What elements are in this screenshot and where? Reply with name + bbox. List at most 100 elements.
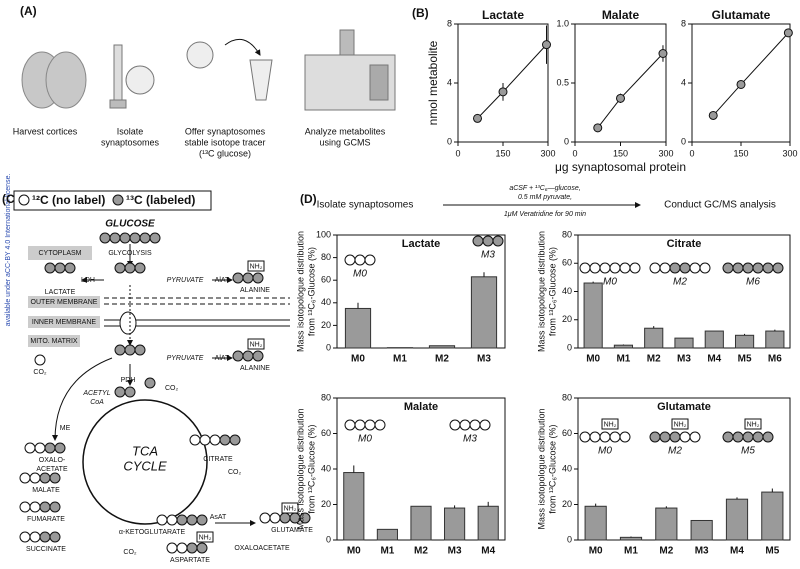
isotopologue-label: M6 [746, 277, 760, 288]
carbon [279, 512, 291, 524]
point [542, 40, 551, 50]
carbon [196, 542, 208, 554]
y-tick-label: 0 [567, 534, 572, 544]
carbon [459, 419, 471, 431]
panel-label: (A) [20, 4, 37, 18]
y-tick-label: 40 [562, 463, 572, 473]
y-tick-label: 4 [681, 77, 686, 87]
carbon [44, 262, 56, 274]
carbon [232, 350, 244, 362]
tag: NH₂ [250, 263, 263, 270]
tag-box [247, 338, 265, 350]
pathway-label: CYTOPLASM [38, 250, 81, 257]
x-tick-label: 300 [658, 148, 673, 158]
y-axis-label: Mass isotopologue distribution [536, 231, 546, 352]
carbon [199, 434, 211, 446]
bar [704, 330, 724, 349]
condition: 0.5 mM pyruvate, [518, 194, 572, 201]
carbon [579, 262, 591, 274]
carbon [252, 272, 264, 284]
y-tick-label: 0 [447, 136, 452, 146]
bar [477, 505, 499, 541]
x-tick-label: M2 [414, 546, 428, 557]
pathway-label: AlAT [215, 277, 230, 284]
step-label: synaptosomes [101, 137, 160, 147]
carbon [49, 531, 61, 543]
carbon [722, 262, 734, 274]
carbon [619, 262, 631, 274]
x-tick-label: M1 [616, 354, 630, 365]
carbon [134, 344, 146, 356]
y-axis-label: from ¹³C₆-Glucose (%) [306, 424, 316, 513]
y-tick-label: 20 [321, 499, 331, 509]
carbon [19, 531, 31, 543]
carbon [479, 419, 491, 431]
bar [343, 472, 365, 541]
y-tick-label: 8 [447, 18, 452, 28]
bar [410, 505, 432, 541]
x-tick-label: 0 [689, 148, 694, 158]
carbon [679, 262, 691, 274]
y-tick-label: 40 [321, 463, 331, 473]
carbon [124, 344, 136, 356]
bar [725, 498, 749, 541]
x-tick-label: M5 [765, 546, 779, 557]
carbon [129, 232, 141, 244]
x-tick-label: M0 [351, 354, 365, 365]
pathway-label: AlAT [215, 355, 230, 362]
carbon [669, 262, 681, 274]
carbon [669, 431, 681, 443]
x-tick-label: M5 [738, 354, 752, 365]
carbon [54, 442, 66, 454]
bar [619, 536, 643, 541]
pathway-label: LDH [81, 277, 95, 284]
step-label: stable isotope tracer [184, 137, 265, 147]
carbon [579, 431, 591, 443]
carbon [699, 262, 711, 274]
carbon [232, 272, 244, 284]
x-tick-label: M0 [586, 354, 600, 365]
step-label: Harvest cortices [13, 126, 78, 136]
carbon [742, 262, 754, 274]
bar [644, 327, 664, 349]
y-tick-label: 0 [681, 136, 686, 146]
carbon [242, 350, 254, 362]
bar [690, 519, 713, 541]
carbon [114, 386, 126, 398]
y-tick-label: 0 [326, 534, 331, 544]
pathway-label: MITO. MATRIX [30, 338, 78, 345]
pathway-label: CITRATE [203, 456, 233, 463]
y-axis-label: Mass isotopologue distribution [536, 408, 546, 529]
carbon [752, 262, 764, 274]
carbon [19, 501, 31, 513]
carbon [252, 350, 264, 362]
pathway-label: AsAT [210, 514, 227, 521]
x-tick-label: M3 [677, 354, 691, 365]
carbon [186, 542, 198, 554]
carbon [374, 419, 386, 431]
carbon [354, 419, 366, 431]
carbon [124, 386, 136, 398]
carbon [19, 472, 31, 484]
y-tick-label: 8 [681, 18, 686, 28]
y-axis-label: Mass isotopologue distribution [295, 231, 305, 352]
tag-box [281, 502, 299, 514]
pathway-label: MALATE [32, 487, 60, 494]
carbon [492, 235, 504, 247]
carbon [649, 431, 661, 443]
step-label: Conduct GC/MS analysis [664, 200, 776, 211]
pathway-label: PYRUVATE [167, 355, 204, 362]
carbon [176, 542, 188, 554]
carbon [54, 262, 66, 274]
x-tick-label: M2 [435, 354, 449, 365]
point [593, 123, 603, 133]
carbon [166, 514, 178, 526]
y-tick-label: 0 [564, 136, 569, 146]
bar [583, 282, 603, 349]
carbon [762, 262, 774, 274]
legend-box [13, 190, 212, 211]
pathway-label: PYRUVATE [167, 277, 204, 284]
pathway-label: GLUCOSE [105, 219, 155, 230]
bar [613, 344, 634, 349]
panel-a-icons [21, 29, 396, 111]
